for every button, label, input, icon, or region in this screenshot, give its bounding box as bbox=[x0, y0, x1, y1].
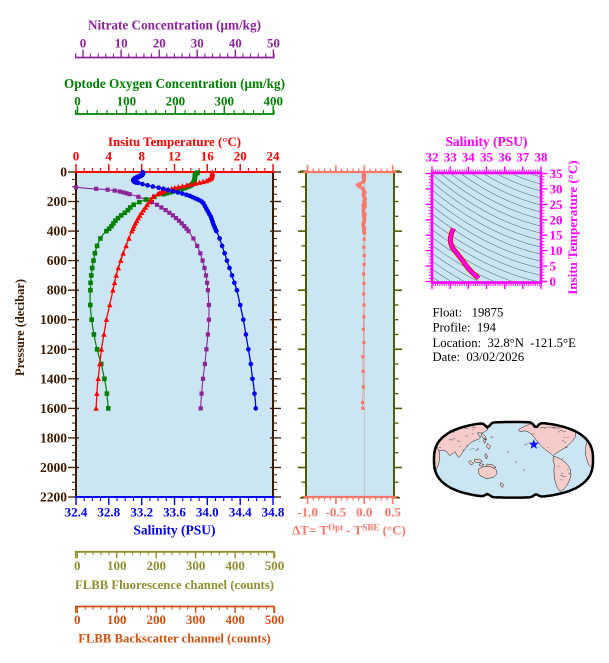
svg-text:8: 8 bbox=[138, 149, 145, 164]
svg-text:10: 10 bbox=[115, 36, 128, 51]
svg-text:300: 300 bbox=[215, 94, 235, 109]
svg-text:0.0: 0.0 bbox=[356, 505, 372, 520]
svg-text:400: 400 bbox=[263, 94, 283, 109]
svg-text:200: 200 bbox=[47, 194, 68, 209]
svg-text:20: 20 bbox=[153, 36, 166, 51]
svg-text:35: 35 bbox=[550, 166, 564, 181]
svg-text:33.2: 33.2 bbox=[130, 505, 153, 520]
svg-text:300: 300 bbox=[186, 558, 206, 573]
svg-text:35: 35 bbox=[480, 150, 494, 165]
svg-text:34.4: 34.4 bbox=[229, 505, 252, 520]
svg-text:32: 32 bbox=[426, 150, 439, 165]
svg-text:50: 50 bbox=[267, 36, 280, 51]
svg-text:Location: 32.8°N -121.5°E: Location: 32.8°N -121.5°E bbox=[433, 336, 577, 350]
svg-text:0: 0 bbox=[74, 94, 81, 109]
svg-text:Salinity (PSU): Salinity (PSU) bbox=[445, 134, 527, 149]
svg-text:32.4: 32.4 bbox=[65, 505, 88, 520]
svg-text:-0.5: -0.5 bbox=[326, 505, 347, 520]
svg-text:1800: 1800 bbox=[40, 430, 67, 445]
svg-text:37: 37 bbox=[516, 150, 530, 165]
svg-text:200: 200 bbox=[146, 612, 166, 627]
svg-text:20: 20 bbox=[550, 212, 563, 227]
svg-text:Optode Oxygen Concentration (μ: Optode Oxygen Concentration (μm/kg) bbox=[64, 76, 285, 91]
svg-text:1600: 1600 bbox=[40, 401, 67, 416]
svg-text:2000: 2000 bbox=[40, 460, 67, 475]
svg-text:Nitrate Concentration (μm/kg): Nitrate Concentration (μm/kg) bbox=[88, 18, 261, 33]
svg-text:0: 0 bbox=[60, 165, 67, 180]
svg-text:FLBB Backscatter channel (coun: FLBB Backscatter channel (counts) bbox=[78, 631, 271, 645]
svg-text:Insitu Temperature (°C): Insitu Temperature (°C) bbox=[108, 135, 241, 149]
svg-text:34.8: 34.8 bbox=[262, 505, 285, 520]
svg-text:100: 100 bbox=[117, 94, 137, 109]
svg-text:24: 24 bbox=[267, 149, 281, 164]
svg-text:500: 500 bbox=[265, 558, 285, 573]
svg-text:38: 38 bbox=[535, 150, 549, 165]
svg-text:-1.0: -1.0 bbox=[297, 505, 318, 520]
svg-text:25: 25 bbox=[550, 197, 564, 212]
svg-text:Pressure (decibar): Pressure (decibar) bbox=[13, 279, 27, 376]
svg-text:0: 0 bbox=[74, 558, 81, 573]
svg-text:12: 12 bbox=[168, 149, 181, 164]
svg-text:Profile: 194: Profile: 194 bbox=[433, 321, 497, 335]
svg-text:200: 200 bbox=[146, 558, 166, 573]
svg-text:10: 10 bbox=[550, 243, 563, 258]
svg-text:1000: 1000 bbox=[40, 312, 67, 327]
svg-text:200: 200 bbox=[166, 94, 186, 109]
svg-text:0: 0 bbox=[80, 36, 87, 51]
svg-text:36: 36 bbox=[498, 150, 512, 165]
svg-text:100: 100 bbox=[107, 612, 127, 627]
svg-text:FLBB Fluorescence channel (cou: FLBB Fluorescence channel (counts) bbox=[75, 578, 274, 592]
svg-text:15: 15 bbox=[550, 228, 564, 243]
svg-text:33.6: 33.6 bbox=[163, 505, 186, 520]
svg-text:0: 0 bbox=[74, 612, 81, 627]
svg-text:32.8: 32.8 bbox=[97, 505, 120, 520]
svg-text:30: 30 bbox=[191, 36, 204, 51]
svg-text:40: 40 bbox=[229, 36, 242, 51]
svg-text:Float: 19875: Float: 19875 bbox=[433, 306, 504, 320]
svg-text:600: 600 bbox=[47, 253, 68, 268]
svg-text:30: 30 bbox=[550, 181, 563, 196]
svg-text:33: 33 bbox=[444, 150, 458, 165]
svg-text:100: 100 bbox=[107, 558, 127, 573]
svg-text:800: 800 bbox=[47, 283, 68, 298]
svg-text:0.5: 0.5 bbox=[385, 505, 402, 520]
svg-text:0: 0 bbox=[73, 149, 80, 164]
svg-text:1200: 1200 bbox=[40, 342, 67, 357]
svg-text:20: 20 bbox=[234, 149, 247, 164]
svg-text:Date: 03/02/2026: Date: 03/02/2026 bbox=[433, 350, 525, 364]
svg-text:400: 400 bbox=[225, 612, 245, 627]
svg-text:0: 0 bbox=[550, 274, 557, 289]
svg-text:5: 5 bbox=[550, 259, 557, 274]
svg-text:34: 34 bbox=[462, 150, 476, 165]
svg-text:ΔT= TOpt - TSBE (°C): ΔT= TOpt - TSBE (°C) bbox=[292, 523, 406, 538]
svg-text:Salinity (PSU): Salinity (PSU) bbox=[133, 523, 215, 538]
svg-text:16: 16 bbox=[201, 149, 215, 164]
svg-text:300: 300 bbox=[186, 612, 206, 627]
svg-text:400: 400 bbox=[225, 558, 245, 573]
svg-text:34.0: 34.0 bbox=[196, 505, 219, 520]
svg-text:1400: 1400 bbox=[40, 371, 67, 386]
svg-text:2200: 2200 bbox=[40, 490, 67, 505]
svg-text:Insitu Temperature (°C): Insitu Temperature (°C) bbox=[565, 160, 580, 294]
svg-text:500: 500 bbox=[265, 612, 285, 627]
svg-text:4: 4 bbox=[106, 149, 113, 164]
svg-text:400: 400 bbox=[47, 224, 68, 239]
